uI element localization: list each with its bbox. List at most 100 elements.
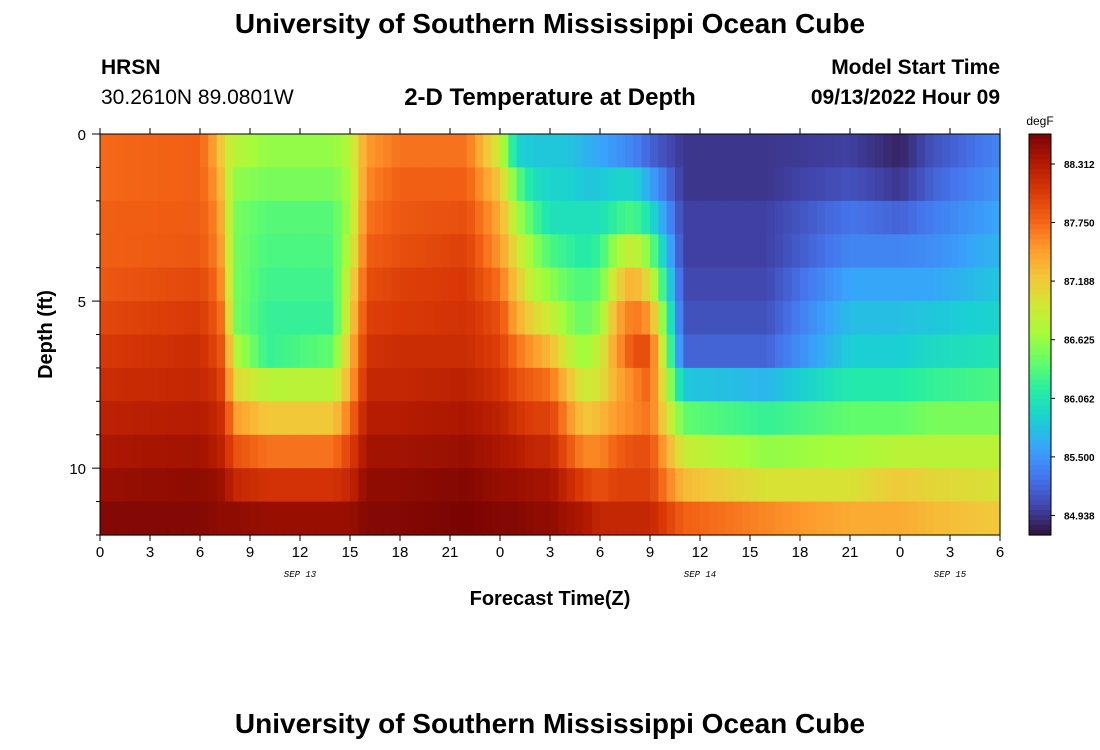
heatmap-cell <box>550 267 559 302</box>
heatmap-cell <box>750 267 759 302</box>
heatmap-cell <box>833 234 843 269</box>
heatmap-cell <box>925 334 934 369</box>
heatmap-cell <box>383 301 393 336</box>
heatmap-cell <box>958 434 968 469</box>
heatmap-cell <box>858 434 868 469</box>
heatmap-cell <box>558 267 568 302</box>
heatmap-cell <box>375 434 384 469</box>
colorbar-band <box>1029 204 1051 210</box>
heatmap-cell <box>275 267 284 302</box>
heatmap-cell <box>675 367 684 402</box>
heatmap-cell <box>100 367 109 402</box>
heatmap-cell <box>741 234 751 269</box>
heatmap-cell <box>425 468 434 503</box>
heatmap-cell <box>200 468 209 503</box>
heatmap-cell <box>391 401 401 436</box>
heatmap-cell <box>550 167 559 202</box>
heatmap-cell <box>633 167 643 202</box>
heatmap-cell <box>441 200 451 235</box>
heatmap-cell <box>991 334 1001 369</box>
heatmap-cell <box>458 267 468 302</box>
heatmap-cell <box>558 200 568 235</box>
heatmap-cell <box>858 267 868 302</box>
heatmap-cell <box>333 134 343 169</box>
heatmap-cell <box>566 267 576 302</box>
heatmap-cell <box>983 334 993 369</box>
colorbar-band <box>1029 484 1051 491</box>
heatmap-cell <box>458 401 468 436</box>
heatmap-cell <box>966 234 976 269</box>
heatmap-cell <box>200 234 209 269</box>
heatmap-cell <box>841 234 851 269</box>
heatmap-cell <box>800 234 809 269</box>
colorbar-band <box>1029 404 1051 411</box>
heatmap-cell <box>433 367 443 402</box>
heatmap-cell <box>741 200 751 235</box>
heatmap-cell <box>875 334 884 369</box>
heatmap-cell <box>983 434 993 469</box>
heatmap-cell <box>933 401 943 436</box>
heatmap-cell <box>208 501 218 536</box>
heatmap-cell <box>200 301 209 336</box>
heatmap-cell <box>350 301 359 336</box>
heatmap-cell <box>316 468 326 503</box>
heatmap-cell <box>300 301 309 336</box>
heatmap-cell <box>416 501 426 536</box>
heatmap-cell <box>583 434 593 469</box>
heatmap-cell <box>925 468 934 503</box>
colorbar-band <box>1029 209 1051 215</box>
heatmap-cell <box>541 200 551 235</box>
heatmap-cell <box>341 367 351 402</box>
heatmap-cell <box>591 234 601 269</box>
heatmap-cell <box>466 334 476 369</box>
heatmap-cell <box>591 167 601 202</box>
heatmap-cell <box>441 234 451 269</box>
heatmap-cell <box>225 167 234 202</box>
heatmap-cell <box>991 167 1001 202</box>
heatmap-cell <box>891 334 901 369</box>
heatmap-cell <box>566 468 576 503</box>
heatmap-cell <box>466 468 476 503</box>
heatmap-cell <box>633 468 643 503</box>
heatmap-cell <box>566 167 576 202</box>
heatmap-cell <box>866 301 876 336</box>
heatmap-cell <box>325 200 334 235</box>
heatmap-cell <box>108 301 118 336</box>
heatmap-cell <box>225 134 234 169</box>
heatmap-cell <box>625 501 634 536</box>
heatmap-cell <box>633 367 643 402</box>
heatmap-cell <box>416 200 426 235</box>
heatmap-cell <box>633 434 643 469</box>
heatmap-cell <box>475 434 484 469</box>
heatmap-cell <box>483 267 493 302</box>
heatmap-cell <box>758 301 768 336</box>
heatmap-cell <box>608 167 618 202</box>
heatmap-cell <box>250 134 259 169</box>
heatmap-cell <box>341 468 351 503</box>
heatmap-cell <box>416 434 426 469</box>
heatmap-cell <box>916 468 926 503</box>
heatmap-cell <box>841 334 851 369</box>
heatmap-cell <box>491 301 501 336</box>
date-label: SEP 13 <box>284 570 317 580</box>
heatmap-cell <box>333 367 343 402</box>
heatmap-cell <box>533 234 543 269</box>
heatmap-cell <box>916 167 926 202</box>
heatmap-cell <box>958 267 968 302</box>
heatmap-cell <box>141 501 151 536</box>
x-tick-label: 18 <box>792 544 809 561</box>
heatmap-cell <box>916 134 926 169</box>
heatmap-cell <box>141 267 151 302</box>
heatmap-cell <box>558 468 568 503</box>
heatmap-cell <box>358 401 368 436</box>
heatmap-cell <box>600 234 609 269</box>
heatmap-cell <box>391 134 401 169</box>
heatmap-cell <box>541 501 551 536</box>
heatmap-cell <box>166 501 176 536</box>
heatmap-cell <box>875 367 884 402</box>
colorbar-band <box>1029 159 1051 165</box>
heatmap-cell <box>958 334 968 369</box>
heatmap-cell <box>600 367 609 402</box>
x-tick-label: 18 <box>392 544 409 561</box>
heatmap-cell <box>266 401 276 436</box>
